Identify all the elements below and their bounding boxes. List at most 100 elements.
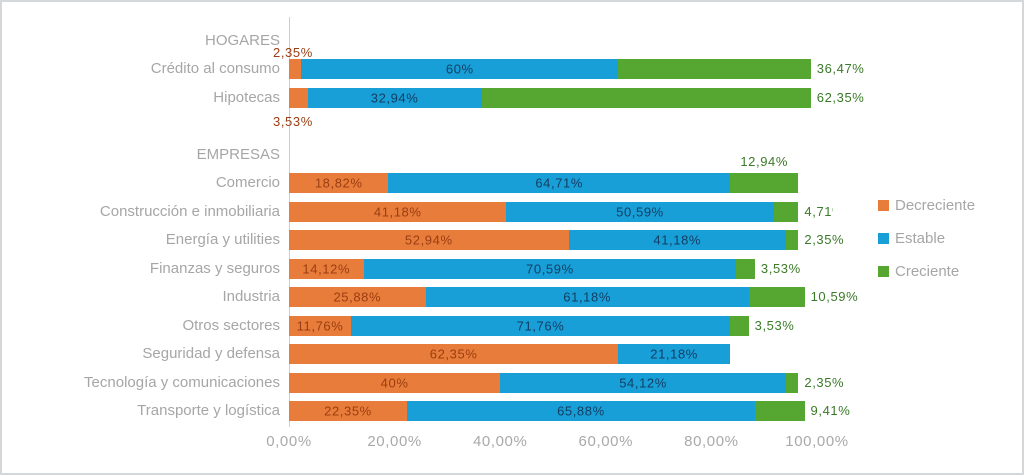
bar-segment-decreciente bbox=[289, 59, 302, 79]
bar-segment-estable: 54,12% bbox=[500, 372, 786, 393]
bar-segment-estable: 65,88% bbox=[407, 401, 755, 421]
bar-segment-creciente bbox=[773, 201, 799, 222]
category-label: Construcción e inmobiliaria bbox=[99, 202, 280, 220]
bar-segment-decreciente: 14,12% bbox=[289, 258, 364, 279]
bar-segment-estable: 32,94% bbox=[307, 87, 482, 108]
bar-row: 62,35% 21,18% bbox=[289, 344, 731, 364]
x-axis-tick-label: 80,00% bbox=[684, 433, 739, 450]
legend-item-label: Decreciente bbox=[895, 196, 976, 214]
value-label-decreciente: 11,76% bbox=[296, 318, 344, 333]
value-label-estable: 54,12% bbox=[619, 375, 667, 390]
bar-segment-decreciente bbox=[289, 87, 308, 108]
value-label-creciente: 10,59% bbox=[810, 289, 859, 304]
bar-row: 18,82% 64,71% bbox=[289, 173, 799, 193]
bar-row: 40% 54,12% bbox=[289, 372, 799, 393]
value-label-decreciente: 2,35% bbox=[273, 45, 313, 60]
x-axis-tick-label: 0,00% bbox=[266, 433, 312, 450]
y-axis-line bbox=[289, 17, 290, 427]
value-label-creciente: 36,47% bbox=[816, 61, 865, 76]
value-label-decreciente: 14,12% bbox=[302, 261, 351, 276]
bar-segment-decreciente: 22,35% bbox=[289, 401, 407, 421]
x-axis-tick-label: 60,00% bbox=[578, 433, 634, 450]
group-label: HOGARES bbox=[204, 31, 280, 49]
value-label-decreciente: 18,82% bbox=[314, 175, 363, 191]
value-label-decreciente: 40% bbox=[380, 375, 409, 390]
value-label-estable: 65,88% bbox=[557, 403, 605, 419]
legend-item-decreciente: Decreciente bbox=[878, 195, 975, 215]
category-label: Tecnología y comunicaciones bbox=[84, 373, 280, 391]
value-label-estable: 32,94% bbox=[370, 90, 419, 105]
value-label-decreciente: 41,18% bbox=[373, 204, 422, 219]
value-label-decreciente: 3,53% bbox=[273, 113, 313, 129]
bar-row: 52,94% 41,18% bbox=[289, 230, 799, 250]
category-label: Hipotecas bbox=[213, 88, 280, 106]
bar-segment-estable: 21,18% bbox=[618, 344, 731, 364]
bar-segment-estable: 71,76% bbox=[351, 315, 730, 336]
bar-segment-estable: 60% bbox=[301, 59, 619, 79]
category-label: Comercio bbox=[215, 174, 280, 191]
value-label-estable: 61,18% bbox=[563, 289, 611, 305]
value-label-decreciente: 52,94% bbox=[404, 232, 453, 248]
value-label-estable: 64,71% bbox=[535, 175, 584, 191]
value-label-creciente: 12,94% bbox=[740, 154, 789, 169]
value-label-decreciente: 22,35% bbox=[324, 403, 372, 419]
bar-row: 32,94% bbox=[289, 87, 811, 108]
legend-swatch-estable bbox=[878, 232, 889, 244]
value-label-creciente: 4,71% bbox=[804, 203, 833, 219]
bar-segment-creciente bbox=[618, 59, 811, 79]
x-axis-tick-label: 100,00% bbox=[785, 433, 849, 450]
category-label: Crédito al consumo bbox=[150, 60, 280, 77]
legend-item-creciente: Creciente bbox=[878, 261, 975, 281]
bar-segment-estable: 64,71% bbox=[388, 173, 731, 193]
value-label-estable: 71,76% bbox=[516, 318, 565, 333]
group-label: EMPRESAS bbox=[196, 145, 280, 163]
bar-row: 25,88% 61,18% bbox=[289, 287, 805, 307]
legend-item-estable: Estable bbox=[878, 228, 975, 248]
value-label-estable: 60% bbox=[445, 61, 474, 77]
legend-item-label: Creciente bbox=[895, 262, 960, 280]
x-axis-tick-label: 40,00% bbox=[472, 433, 528, 450]
value-label-creciente: 62,35% bbox=[816, 89, 865, 105]
value-label-estable: 41,18% bbox=[653, 232, 702, 248]
value-label-creciente: 3,53% bbox=[754, 317, 795, 333]
bar-row: 41,18% 50,59% bbox=[289, 201, 799, 222]
legend-swatch-creciente bbox=[878, 265, 889, 277]
value-label-estable: 50,59% bbox=[616, 204, 664, 219]
bar-segment-decreciente: 18,82% bbox=[289, 173, 389, 193]
value-label-decreciente: 25,88% bbox=[333, 289, 382, 305]
bar-segment-decreciente: 25,88% bbox=[289, 287, 426, 307]
legend: Decreciente Estable Creciente bbox=[878, 195, 975, 294]
bar-segment-estable: 41,18% bbox=[568, 230, 786, 250]
category-label: Energía y utilities bbox=[165, 231, 280, 248]
bar-segment-estable: 61,18% bbox=[425, 287, 749, 307]
value-label-creciente: 9,41% bbox=[810, 403, 851, 418]
legend-swatch-decreciente bbox=[878, 199, 889, 211]
value-label-decreciente: 62,35% bbox=[429, 346, 478, 362]
bar-segment-decreciente: 41,18% bbox=[289, 201, 507, 222]
category-label: Finanzas y seguros bbox=[149, 259, 280, 277]
bar-segment-decreciente: 62,35% bbox=[289, 344, 619, 364]
legend-item-label: Estable bbox=[895, 229, 946, 247]
value-label-creciente: 2,35% bbox=[804, 374, 845, 390]
bar-segment-creciente bbox=[748, 287, 805, 307]
category-label: Transporte y logística bbox=[137, 402, 280, 419]
bar-row: 11,76% 71,76% bbox=[289, 315, 749, 336]
bar-segment-creciente bbox=[730, 173, 799, 193]
category-label: Otros sectores bbox=[182, 316, 280, 334]
bar-segment-creciente bbox=[785, 372, 799, 393]
bar-row: 60% bbox=[289, 59, 811, 79]
bar-row: 22,35% 65,88% bbox=[289, 401, 805, 421]
bar-segment-creciente bbox=[785, 230, 799, 250]
value-label-creciente: 3,53% bbox=[760, 260, 801, 276]
bar-segment-creciente bbox=[481, 87, 811, 108]
value-label-creciente: 2,35% bbox=[804, 232, 845, 247]
value-label-estable: 70,59% bbox=[526, 261, 574, 276]
bar-segment-creciente bbox=[754, 401, 805, 421]
category-label: Seguridad y defensa bbox=[142, 345, 280, 362]
category-label: Industria bbox=[222, 288, 280, 305]
bar-segment-decreciente: 11,76% bbox=[289, 315, 352, 336]
bar-segment-creciente bbox=[736, 258, 755, 279]
bar-segment-estable: 50,59% bbox=[506, 201, 774, 222]
bar-segment-decreciente: 40% bbox=[289, 372, 501, 393]
